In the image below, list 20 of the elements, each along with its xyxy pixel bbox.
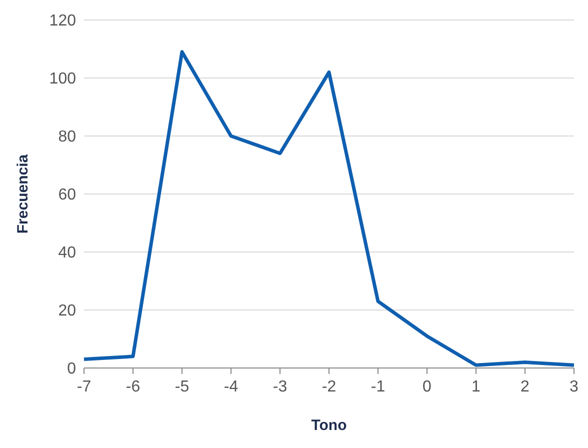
x-axis-title: Tono — [311, 417, 347, 434]
y-tick-label: 0 — [67, 360, 76, 378]
y-tick-label: 60 — [58, 186, 76, 204]
x-tick-label: -5 — [174, 378, 190, 396]
x-tick-label: -4 — [224, 378, 238, 396]
x-tick-label: 0 — [422, 378, 432, 396]
x-tick-label: 3 — [570, 378, 579, 396]
y-tick-label: 120 — [49, 12, 76, 30]
x-tick-label: -3 — [272, 378, 288, 396]
x-tick-label: 2 — [520, 378, 530, 396]
x-tick-label: -2 — [322, 378, 336, 396]
y-tick-label: 80 — [58, 128, 76, 146]
y-axis-title: Frecuencia — [14, 154, 32, 234]
y-tick-label: 20 — [58, 302, 76, 320]
x-tick-label: -6 — [126, 378, 140, 396]
x-tick-label: -7 — [76, 378, 92, 396]
y-tick-label: 40 — [58, 244, 76, 262]
x-tick-label: -1 — [370, 378, 386, 396]
x-tick-label: 1 — [472, 378, 481, 396]
y-tick-label: 100 — [49, 70, 76, 88]
